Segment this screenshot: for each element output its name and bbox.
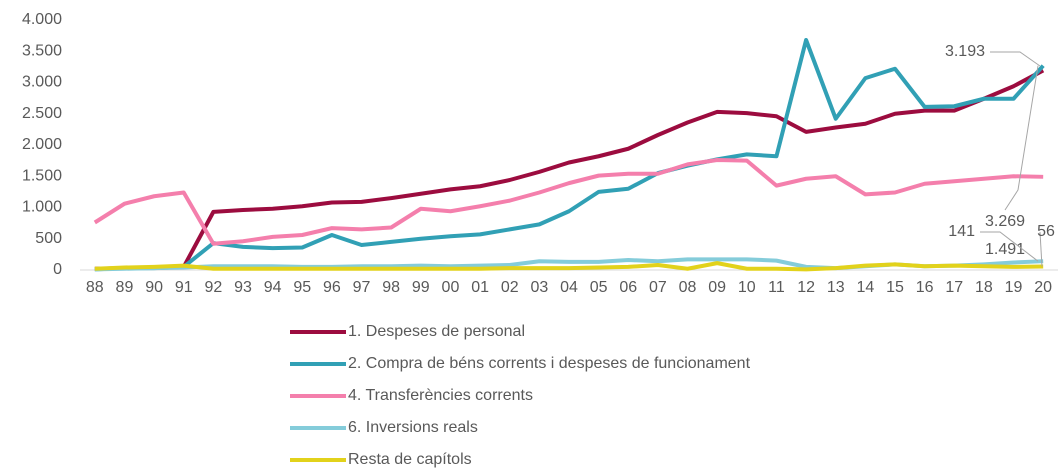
x-tick-label: 03 bbox=[530, 279, 548, 296]
data-label: 141 bbox=[948, 223, 975, 240]
x-tick-label: 15 bbox=[886, 279, 904, 296]
x-tick-label: 19 bbox=[1005, 279, 1023, 296]
legend-label: 4. Transferències corrents bbox=[348, 387, 533, 404]
x-tick-label: 94 bbox=[264, 279, 282, 296]
leader-line bbox=[1039, 231, 1043, 267]
x-tick-label: 99 bbox=[412, 279, 430, 296]
x-tick-label: 18 bbox=[975, 279, 993, 296]
leader-line bbox=[980, 231, 1039, 262]
x-tick-label: 97 bbox=[353, 279, 371, 296]
x-tick-label: 14 bbox=[856, 279, 874, 296]
x-tick-label: 10 bbox=[738, 279, 756, 296]
y-tick-label: 1.000 bbox=[22, 199, 62, 216]
legend-label: 2. Compra de béns corrents i despeses de… bbox=[348, 355, 751, 372]
legend-label: Resta de capítols bbox=[348, 451, 472, 468]
x-tick-label: 98 bbox=[382, 279, 400, 296]
x-tick-label: 07 bbox=[649, 279, 667, 296]
legend-label: 6. Inversions reals bbox=[348, 419, 478, 436]
data-label: 56 bbox=[1037, 223, 1055, 240]
leader-line bbox=[990, 51, 1041, 67]
x-tick-label: 89 bbox=[116, 279, 134, 296]
y-tick-label: 2.000 bbox=[22, 136, 62, 153]
x-tick-label: 08 bbox=[679, 279, 697, 296]
y-tick-label: 1.500 bbox=[22, 167, 62, 184]
x-tick-label: 12 bbox=[797, 279, 815, 296]
y-tick-label: 3.000 bbox=[22, 74, 62, 91]
x-tick-label: 95 bbox=[293, 279, 311, 296]
x-tick-label: 17 bbox=[945, 279, 963, 296]
x-tick-label: 06 bbox=[619, 279, 637, 296]
legend-label: 1. Despeses de personal bbox=[348, 323, 525, 340]
x-tick-label: 13 bbox=[827, 279, 845, 296]
x-tick-label: 16 bbox=[916, 279, 934, 296]
y-tick-label: 4.000 bbox=[22, 11, 62, 28]
data-label: 3.269 bbox=[985, 213, 1025, 230]
x-tick-label: 02 bbox=[501, 279, 519, 296]
x-tick-label: 90 bbox=[145, 279, 163, 296]
data-label: 1.491 bbox=[985, 241, 1025, 258]
series-line bbox=[93, 158, 1044, 246]
x-tick-label: 04 bbox=[560, 279, 578, 296]
series-line bbox=[94, 261, 1044, 272]
x-tick-label: 91 bbox=[175, 279, 193, 296]
series-line bbox=[94, 38, 1045, 272]
x-tick-label: 05 bbox=[590, 279, 608, 296]
x-tick-label: 00 bbox=[442, 279, 460, 296]
x-tick-label: 88 bbox=[86, 279, 104, 296]
x-tick-label: 96 bbox=[323, 279, 341, 296]
y-tick-label: 500 bbox=[35, 230, 62, 247]
leader-line bbox=[1004, 65, 1039, 211]
x-tick-label: 92 bbox=[204, 279, 222, 296]
x-tick-label: 93 bbox=[234, 279, 252, 296]
x-tick-label: 11 bbox=[768, 279, 785, 296]
x-tick-label: 20 bbox=[1034, 279, 1052, 296]
y-tick-label: 0 bbox=[53, 261, 62, 278]
data-label: 3.193 bbox=[945, 43, 985, 60]
series-line bbox=[94, 68, 1045, 271]
y-tick-label: 2.500 bbox=[22, 105, 62, 122]
x-tick-label: 09 bbox=[708, 279, 726, 296]
x-tick-label: 01 bbox=[471, 279, 489, 296]
y-tick-label: 3.500 bbox=[22, 42, 62, 59]
